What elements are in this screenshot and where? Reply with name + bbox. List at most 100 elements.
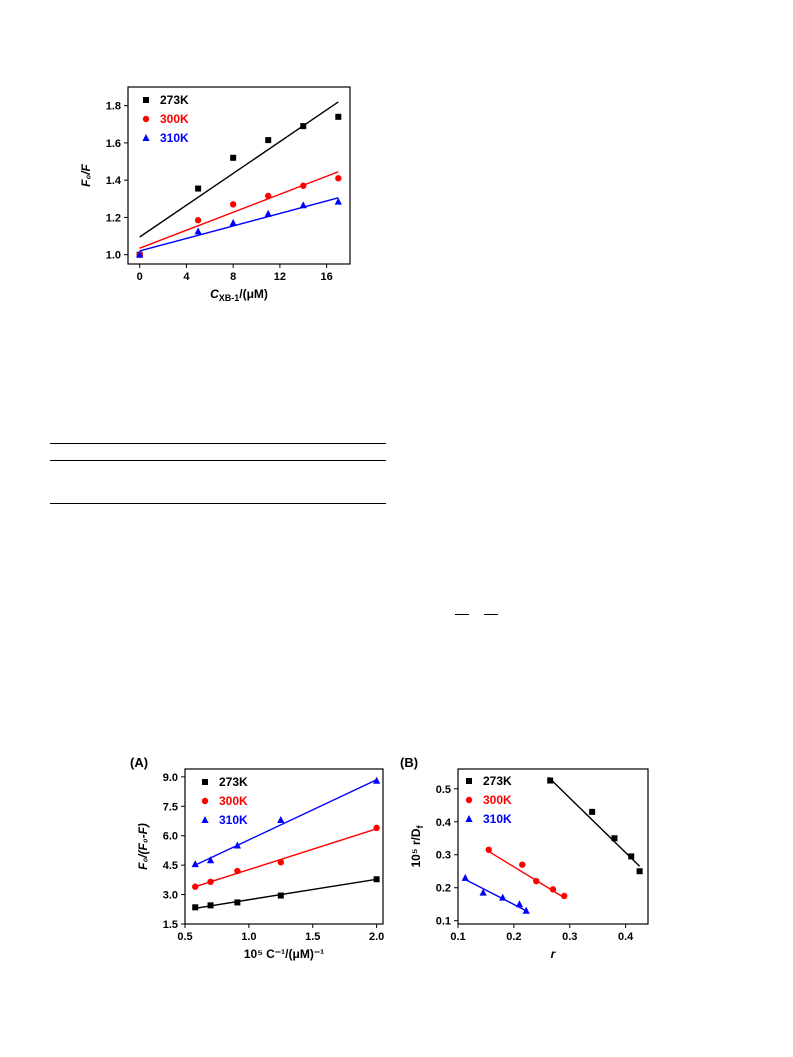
data-point-300K (207, 878, 214, 886)
fit-line-300K (195, 828, 377, 888)
legend-marker-300K (465, 796, 473, 804)
data-point-273K (611, 835, 618, 842)
legend-label-300K: 300K (219, 794, 248, 808)
data-point-300K (519, 861, 526, 868)
data-point-273K (547, 777, 554, 784)
y-tick-label: 9.0 (163, 772, 178, 784)
legend-marker-310K (201, 816, 209, 823)
data-point-310K (499, 893, 507, 901)
legend-marker-310K (142, 134, 150, 141)
data-point-273K (335, 113, 342, 120)
x-tick-label: 16 (321, 271, 333, 283)
x-tick-label: 0.5 (177, 931, 192, 943)
legend-label-273K: 273K (483, 774, 512, 788)
data-point-310K (264, 209, 272, 217)
legend-label-300K: 300K (160, 112, 189, 126)
data-point-310K (136, 250, 144, 258)
legend-label-310K: 310K (160, 131, 189, 145)
data-point-300K (549, 886, 557, 893)
y-tick-label: 0.1 (436, 916, 451, 928)
x-tick-label: 0.4 (618, 931, 634, 943)
data-point-310K (206, 856, 215, 864)
x-tick-label: 0.2 (506, 931, 521, 943)
x-axis-label: CXB-1/(μM) (210, 287, 268, 303)
data-point-273K (192, 904, 199, 911)
data-point-300K (485, 846, 492, 853)
data-point-310K (191, 860, 199, 868)
data-point-300K (277, 858, 285, 866)
x-tick-label: 2.0 (369, 931, 384, 943)
data-point-300K (265, 192, 272, 200)
table-bottom-rule (50, 503, 386, 504)
data-point-300K (192, 883, 199, 890)
x-tick-label: 8 (230, 271, 236, 283)
y-tick-label: 0.3 (436, 850, 451, 862)
data-point-310K (233, 841, 241, 849)
y-tick-label: 1.2 (106, 212, 121, 224)
y-tick-label: 1.6 (106, 138, 121, 150)
data-point-300K (373, 824, 380, 832)
fit-line-273K (548, 776, 641, 867)
data-point-310K (461, 873, 469, 881)
data-point-273K (234, 899, 241, 906)
panel-a-plot-frame (184, 768, 384, 925)
data-point-300K (234, 867, 241, 875)
x-axis-label: 10⁵ C⁻¹/(μM)⁻¹ (244, 947, 324, 961)
data-point-300K (300, 182, 307, 189)
table-header-rule (50, 460, 386, 461)
data-point-273K (265, 137, 272, 144)
legend-marker-273K (143, 97, 149, 103)
fit-line-273K (195, 878, 377, 909)
stray-dash-mark (455, 614, 469, 615)
fit-line-310K (139, 197, 339, 252)
stray-dash-mark (484, 614, 498, 615)
table-top-rule (50, 443, 386, 444)
data-point-310K (522, 906, 530, 914)
y-tick-label: 3.0 (163, 890, 178, 902)
x-tick-label: 1.5 (305, 931, 320, 943)
panel-b-plot-frame (457, 768, 649, 925)
y-tick-label: 1.5 (163, 919, 178, 931)
stern-volmer-chart-group: 0 4 8 12 16 1.0 1.2 1.4 1.6 1.8 273K 300K 310K CXB-1/… (79, 86, 351, 303)
data-point-273K (195, 185, 202, 192)
x-tick-label: 4 (183, 271, 190, 283)
y-tick-label: 0.5 (436, 784, 451, 796)
y-tick-label: 7.5 (163, 801, 178, 813)
x-tick-label: 12 (274, 271, 286, 283)
data-point-273K (230, 154, 237, 161)
data-point-273K (373, 876, 380, 883)
data-point-273K (207, 902, 214, 909)
x-axis-label: r (551, 947, 557, 961)
data-point-273K (300, 123, 307, 130)
fit-line-310K (464, 878, 527, 912)
data-point-273K (636, 868, 643, 875)
data-point-300K (229, 201, 237, 208)
stern-volmer-plot-frame (127, 86, 351, 265)
panel-b-chart-group: 0.1 0.2 0.3 0.4 0.1 0.2 0.3 0.4 0.5 273K 300K 310K r… (400, 755, 649, 961)
data-point-273K (589, 808, 596, 815)
legend-marker-310K (465, 815, 473, 822)
data-point-300K (560, 892, 568, 900)
data-point-310K (479, 888, 487, 896)
legend-marker-273K (466, 778, 472, 784)
y-tick-label: 6.0 (163, 831, 178, 843)
data-point-300K (533, 877, 540, 885)
x-tick-label: 0 (137, 271, 143, 283)
legend-label-273K: 273K (160, 93, 189, 107)
panel-label: (B) (400, 755, 418, 770)
legend-marker-300K (201, 797, 209, 805)
data-point-310K (277, 816, 285, 824)
y-tick-label: 1.0 (106, 250, 121, 262)
y-axis-label: 10⁵ r/Df (409, 825, 425, 868)
x-tick-label: 1.0 (241, 931, 256, 943)
data-point-300K (335, 175, 342, 182)
legend-marker-300K (142, 115, 150, 123)
legend-label-300K: 300K (483, 793, 512, 807)
x-tick-label: 0.3 (562, 931, 577, 943)
data-point-310K (299, 201, 307, 209)
data-point-300K (194, 217, 202, 224)
y-tick-label: 1.4 (106, 175, 122, 187)
fit-line-300K (139, 171, 339, 249)
y-axis-label: F₀/F (79, 163, 93, 186)
